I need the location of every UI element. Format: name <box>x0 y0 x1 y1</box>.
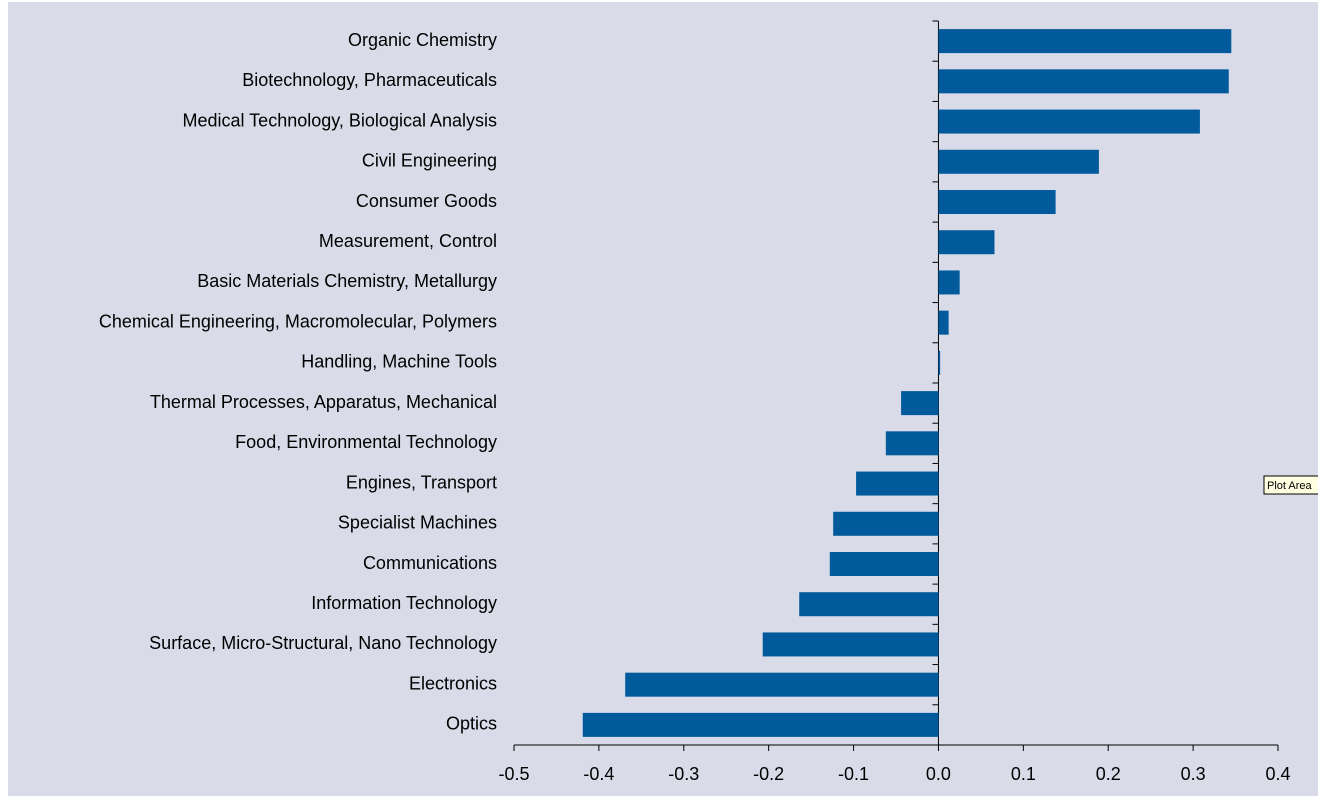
x-tick-label: 0.4 <box>1265 764 1290 784</box>
bar <box>938 230 995 255</box>
bar <box>938 149 1099 174</box>
y-tick-label: Optics <box>446 714 497 734</box>
y-tick-label: Medical Technology, Biological Analysis <box>182 110 497 130</box>
y-tick-label: Consumer Goods <box>356 191 497 211</box>
y-tick-label: Food, Environmental Technology <box>235 432 497 452</box>
bar <box>938 109 1200 134</box>
tooltip: Plot Area <box>1267 480 1313 492</box>
y-tick-label: Specialist Machines <box>338 513 497 533</box>
bar <box>938 350 941 375</box>
bar <box>938 69 1229 94</box>
bar <box>938 190 1056 214</box>
bar <box>938 310 949 335</box>
bar <box>762 632 939 657</box>
bar <box>833 511 939 536</box>
bar <box>829 552 939 576</box>
bar <box>885 431 939 456</box>
x-tick-label: 0.0 <box>926 764 951 784</box>
bar <box>856 471 939 496</box>
bar <box>582 712 939 737</box>
y-tick-label: Handling, Machine Tools <box>301 352 497 372</box>
x-tick-label: 0.2 <box>1096 764 1121 784</box>
y-tick-label: Thermal Processes, Apparatus, Mechanical <box>150 392 497 412</box>
bar <box>938 270 960 295</box>
y-tick-label: Chemical Engineering, Macromolecular, Po… <box>99 311 497 331</box>
x-tick-label: -0.3 <box>668 764 699 784</box>
y-tick-label: Electronics <box>409 673 497 693</box>
chart-background <box>8 2 1318 796</box>
y-tick-label: Basic Materials Chemistry, Metallurgy <box>197 271 497 291</box>
y-tick-label: Information Technology <box>311 593 497 613</box>
x-tick-label: -0.4 <box>583 764 614 784</box>
x-tick-label: 0.3 <box>1181 764 1206 784</box>
bar <box>625 672 939 697</box>
y-tick-label: Biotechnology, Pharmaceuticals <box>242 70 497 90</box>
bar <box>799 592 939 617</box>
bar <box>901 391 939 416</box>
x-tick-label: -0.2 <box>753 764 784 784</box>
x-tick-label: 0.1 <box>1011 764 1036 784</box>
y-tick-label: Organic Chemistry <box>348 30 497 50</box>
bar <box>938 29 1232 54</box>
x-tick-label: -0.1 <box>838 764 869 784</box>
y-tick-label: Communications <box>363 553 497 573</box>
tooltip-box <box>1263 475 1318 495</box>
y-tick-label: Civil Engineering <box>362 151 497 171</box>
y-tick-label: Engines, Transport <box>346 472 497 492</box>
y-tick-label: Surface, Micro-Structural, Nano Technolo… <box>149 633 497 653</box>
y-tick-label: Measurement, Control <box>319 231 497 251</box>
x-tick-label: -0.5 <box>498 764 529 784</box>
